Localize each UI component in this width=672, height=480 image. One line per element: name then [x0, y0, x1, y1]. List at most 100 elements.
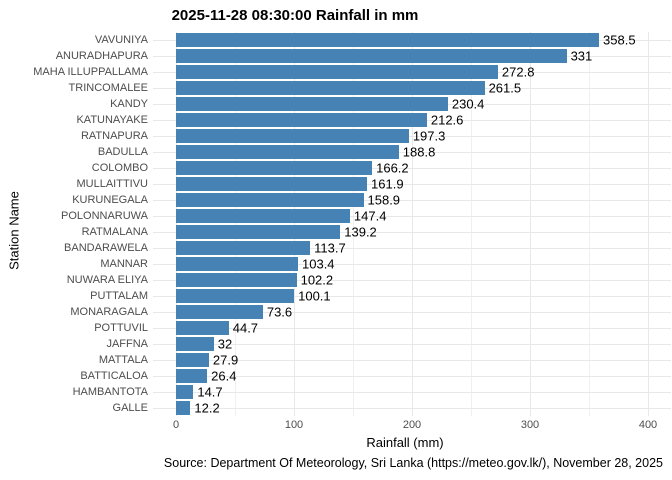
bar: [176, 337, 214, 351]
station-label: VAVUNIYA: [94, 34, 148, 46]
station-label: PUTTALAM: [90, 290, 148, 302]
gridline-x-250: [471, 32, 472, 416]
gridline-y-16: [153, 296, 671, 297]
station-label: BADULLA: [97, 146, 148, 158]
station-label: MULLAITTIVU: [76, 178, 148, 190]
gridline-y-7: [153, 152, 671, 153]
station-label: MANNAR: [100, 258, 148, 270]
x-axis-title: Rainfall (mm): [366, 435, 444, 450]
value-label: 73.6: [266, 304, 293, 320]
value-label: 197.3: [412, 128, 446, 144]
bar: [176, 145, 399, 159]
bar: [176, 33, 600, 47]
gridline-x-100: [294, 32, 295, 416]
bar: [176, 225, 341, 239]
bar: [176, 49, 567, 63]
value-label: 100.1: [298, 288, 331, 304]
value-label: 230.4: [451, 96, 485, 112]
x-tick-label: 400: [638, 419, 658, 431]
gridline-y-12: [153, 232, 671, 233]
value-label: 27.9: [212, 352, 239, 368]
gridline-y-18: [153, 328, 671, 329]
value-label: 139.2: [344, 224, 377, 240]
value-label: 261.5: [488, 80, 522, 96]
gridline-y-21: [153, 376, 671, 377]
station-label: KATUNAYAKE: [76, 114, 148, 126]
station-label: POLONNARUWA: [61, 210, 148, 222]
station-label: TRINCOMALEE: [68, 82, 148, 94]
gridline-y-17: [153, 312, 671, 313]
bar: [176, 321, 229, 335]
x-tick-label: 200: [402, 419, 422, 431]
gridline-x-400: [648, 32, 649, 416]
bar: [176, 401, 191, 415]
bar: [176, 385, 194, 399]
value-label: 358.5: [603, 32, 636, 48]
gridline-x-50: [235, 32, 236, 416]
gridline-x-300: [530, 32, 531, 416]
bar: [176, 129, 409, 143]
station-label: KANDY: [110, 98, 148, 110]
value-label: 12.2: [194, 400, 220, 416]
bar: [176, 81, 485, 95]
value-label: 113.7: [314, 240, 346, 256]
value-label: 102.2: [300, 272, 334, 288]
station-label: BATTICALOA: [80, 370, 148, 382]
value-label: 14.7: [197, 384, 223, 400]
value-label: 32: [217, 336, 233, 352]
station-label: MONARAGALA: [70, 306, 148, 318]
chart-title: 2025-11-28 08:30:00 Rainfall in mm: [171, 7, 419, 24]
station-label: JAFFNA: [106, 338, 148, 350]
gridline-y-9: [153, 184, 671, 185]
station-label: MAHA ILLUPPALLAMA: [33, 66, 148, 78]
bar: [176, 193, 364, 207]
station-label: COLOMBO: [91, 162, 148, 174]
x-tick-label: 0: [172, 419, 180, 431]
gridline-y-19: [153, 344, 671, 345]
bar: [176, 177, 368, 191]
gridline-y-20: [153, 360, 671, 361]
bar: [176, 65, 498, 79]
value-label: 212.6: [430, 112, 464, 128]
station-label: BANDARAWELA: [64, 242, 148, 254]
gridline-y-8: [153, 168, 671, 169]
gridline-x-200: [412, 32, 413, 416]
gridline-y-15: [153, 280, 671, 281]
x-axis-tick-labels: 0 100 200 300 400: [153, 419, 671, 433]
station-label: MATTALA: [98, 354, 148, 366]
bar: [176, 305, 263, 319]
value-label: 188.8: [402, 144, 436, 160]
bar: [176, 257, 298, 271]
gridline-y-13: [153, 248, 671, 249]
gridline-y-6: [153, 136, 671, 137]
station-label: HAMBANTOTA: [72, 386, 148, 398]
bar: [176, 353, 209, 367]
station-label: KURUNEGALA: [72, 194, 148, 206]
x-tick-label: 100: [284, 419, 304, 431]
value-label: 26.4: [211, 368, 237, 384]
station-label: NUWARA ELIYA: [66, 274, 148, 286]
value-label: 44.7: [232, 320, 259, 336]
bar: [176, 97, 448, 111]
gridline-y-10: [153, 200, 671, 201]
bar: [176, 369, 208, 383]
bar: [176, 273, 297, 287]
value-label: 158.9: [367, 192, 401, 208]
gridline-y-23: [153, 408, 671, 409]
bar: [176, 241, 311, 255]
gridline-y-22: [153, 392, 671, 393]
station-label: RATNAPURA: [80, 130, 148, 142]
bar: [176, 289, 295, 303]
gridline-x-0: [176, 32, 177, 416]
value-label: 147.4: [353, 208, 387, 224]
station-label: ANURADHAPURA: [55, 50, 148, 62]
x-tick-label: 300: [520, 419, 540, 431]
station-label: GALLE: [112, 402, 148, 414]
gridline-x-150: [353, 32, 354, 416]
value-label: 166.2: [376, 160, 409, 176]
bar: [176, 161, 373, 175]
gridline-y-14: [153, 264, 671, 265]
source-caption: Source: Department Of Meteorology, Sri L…: [163, 456, 663, 470]
gridline-x-350: [589, 32, 590, 416]
